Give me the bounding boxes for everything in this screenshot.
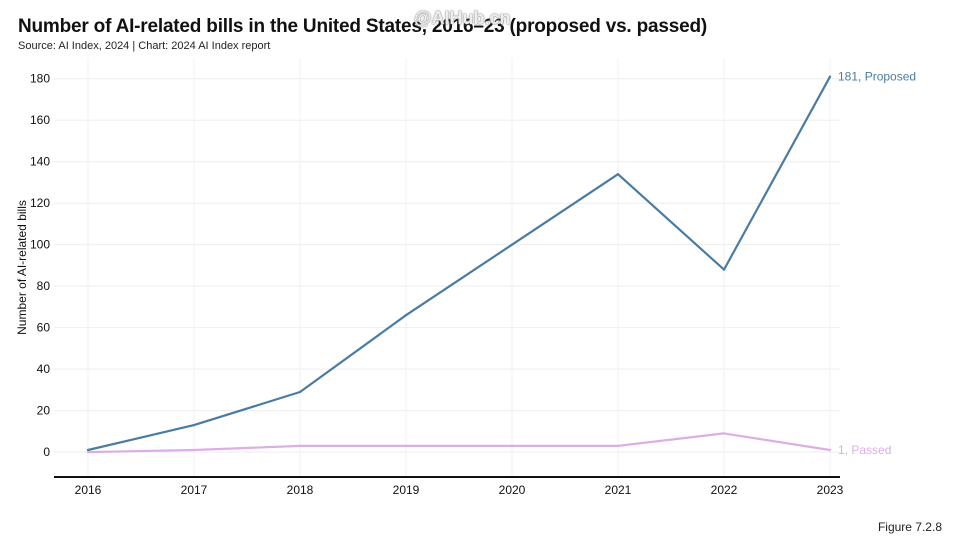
series-line-proposed — [87, 76, 831, 452]
y-tick-label: 180 — [30, 72, 50, 86]
y-tick-label: 60 — [37, 321, 51, 335]
data-point-passed — [298, 444, 302, 448]
end-label-passed: 1, Passed — [838, 443, 891, 457]
y-tick-label: 0 — [43, 445, 50, 459]
data-point-proposed — [616, 172, 620, 176]
x-tick-label: 2016 — [75, 483, 102, 497]
figure-number: Figure 7.2.8 — [877, 520, 942, 534]
watermark: @AIHub.cn — [414, 8, 511, 28]
data-point-passed — [192, 448, 196, 452]
x-tick-label: 2023 — [817, 483, 844, 497]
x-tick-label: 2018 — [287, 483, 314, 497]
y-tick-label: 160 — [30, 113, 50, 127]
data-point-passed — [510, 444, 514, 448]
data-point-proposed — [192, 423, 196, 427]
y-axis-ticks: 0 20 40 60 80 100 120 140 160 180 — [30, 72, 50, 459]
y-tick-label: 140 — [30, 155, 50, 169]
end-label-proposed: 181, Proposed — [838, 70, 916, 84]
x-axis-ticks: 2016 2017 2018 2019 2020 2021 2022 2023 — [75, 483, 844, 497]
x-tick-label: 2021 — [605, 483, 632, 497]
data-point-proposed — [510, 243, 514, 246]
series-group: 181, Proposed 1, Passed — [86, 70, 916, 457]
y-tick-label: 80 — [37, 279, 51, 293]
data-point-proposed — [404, 314, 408, 317]
data-point-passed — [86, 450, 90, 454]
x-tick-label: 2022 — [711, 483, 738, 497]
data-point-proposed — [722, 268, 726, 271]
data-point-passed — [616, 444, 620, 448]
y-tick-label: 40 — [37, 362, 51, 376]
x-tick-label: 2020 — [499, 483, 526, 497]
data-point-passed — [828, 448, 832, 452]
y-axis-label: Number of AI-related bills — [15, 200, 29, 335]
grid-lines — [54, 58, 840, 477]
x-tick-label: 2019 — [393, 483, 420, 497]
data-point-proposed — [86, 448, 90, 452]
y-tick-label: 20 — [37, 404, 51, 418]
series-line-passed — [87, 432, 831, 454]
chart-subtitle: Source: AI Index, 2024 | Chart: 2024 AI … — [18, 40, 271, 52]
data-point-proposed — [828, 75, 832, 78]
y-tick-label: 100 — [30, 238, 50, 252]
data-point-passed — [722, 432, 726, 435]
data-point-passed — [404, 444, 408, 448]
chart-title: Number of AI-related bills in the United… — [18, 16, 707, 37]
y-tick-label: 120 — [30, 196, 50, 210]
x-tick-label: 2017 — [181, 483, 208, 497]
data-point-proposed — [298, 390, 302, 394]
